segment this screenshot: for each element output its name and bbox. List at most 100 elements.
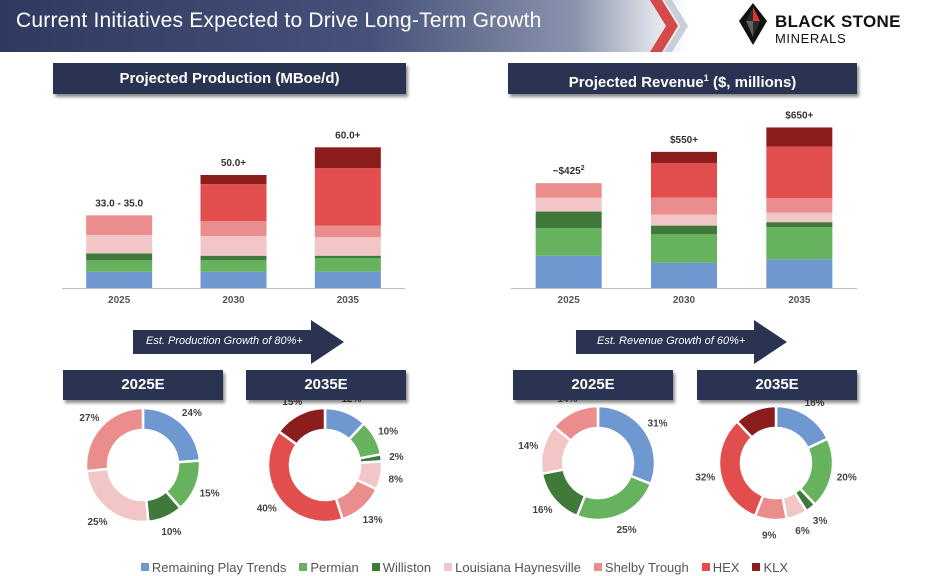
donut-slice-label: 13%	[363, 515, 383, 526]
bar-segment-klx-2030	[651, 151, 717, 163]
legend-item-klx: KLX	[752, 558, 788, 576]
legend: Remaining Play Trends Permian Williston …	[0, 558, 929, 576]
donut-slice-hex	[266, 429, 345, 524]
production-chart-title: Projected Production (MBoe/d)	[53, 63, 406, 94]
bar-segment-hex-2035	[314, 168, 381, 226]
bar-segment-shelby-2030	[200, 221, 267, 237]
revenue-2025-donut-chart: 31%25%16%14%14%	[518, 394, 667, 536]
legend-label: Louisiana Haynesville	[455, 559, 581, 575]
chevron-decoration-icon	[650, 0, 688, 52]
bar-segment-remaining-2035	[314, 271, 381, 288]
donut-slice-label: 32%	[695, 472, 715, 483]
legend-label: HEX	[712, 559, 740, 575]
footnote-marker: 2	[581, 165, 585, 172]
x-tick-label: 2035	[788, 295, 811, 306]
black-stone-logo-icon	[739, 3, 767, 45]
legend-item-williston: Williston	[371, 558, 431, 576]
production-2025-donut-chart: 24% 15% 10% 25% 27%	[79, 406, 220, 538]
donut-slice-label: 10%	[161, 527, 181, 538]
donut-slice-label: 18%	[805, 398, 825, 409]
bar-segment-shelby-2025	[86, 215, 153, 235]
x-tick-label: 2035	[337, 295, 360, 306]
logo-line-1: BLACK STONE	[775, 12, 901, 31]
bar-segment-williston-2025	[86, 253, 153, 261]
production-2035-donut-chart: 12%10%2%8%13%40%15%	[257, 394, 404, 526]
legend-swatch	[371, 563, 380, 571]
revenue-title-suffix: ($, millions)	[708, 74, 797, 91]
bar-segment-haynesville-2025	[535, 197, 602, 212]
donut-slice-label: 14%	[518, 441, 538, 452]
bar-segment-remaining-2030	[651, 262, 717, 288]
revenue-2035-pie-title: 2035E	[697, 370, 857, 400]
bar-segment-hex-2030	[200, 184, 267, 222]
legend-item-remaining: Remaining Play Trends	[140, 558, 287, 576]
legend-item-hex: HEX	[701, 558, 740, 576]
legend-label: Permian	[310, 559, 359, 575]
legend-label: Remaining Play Trends	[151, 559, 287, 575]
donut-slice-haynesville	[84, 467, 150, 524]
production-2025-pie-title: 2025E	[63, 370, 223, 400]
bar-total-label: 50.0+	[221, 158, 246, 169]
bar-total-label: 33.0 - 35.0	[95, 198, 143, 209]
revenue-growth-arrow-icon	[576, 320, 787, 364]
legend-item-haynesville: Louisiana Haynesville	[444, 558, 581, 576]
bar-segment-permian-2030	[200, 260, 267, 272]
donut-slice-shelby	[84, 406, 145, 473]
bar-segment-remaining-2035	[766, 259, 833, 288]
bar-segment-remaining-2030	[200, 271, 267, 288]
production-title-text: Projected Production (MBoe/d)	[119, 70, 340, 87]
bar-segment-permian-2035	[314, 258, 381, 272]
donut-slice-label: 3%	[813, 516, 828, 527]
bar-segment-klx-2030	[200, 174, 267, 185]
production-growth-arrow-icon	[133, 320, 344, 364]
x-tick-label: 2030	[673, 295, 696, 306]
bar-segment-shelby-2025	[535, 183, 602, 198]
bar-segment-haynesville-2035	[766, 212, 833, 223]
x-tick-label: 2025	[108, 295, 131, 306]
bar-segment-haynesville-2030	[200, 236, 267, 256]
donut-slice-klx	[277, 406, 327, 447]
legend-swatch	[299, 563, 308, 571]
bar-segment-williston-2030	[651, 225, 717, 234]
company-logo-text: BLACK STONE MINERALS	[775, 13, 901, 45]
bar-segment-hex-2030	[651, 162, 717, 198]
page-title: Current Initiatives Expected to Drive Lo…	[16, 9, 542, 32]
revenue-title-footnote: 1	[703, 73, 709, 83]
title-bar: Current Initiatives Expected to Drive Lo…	[0, 0, 929, 52]
donut-slice-label: 27%	[79, 413, 99, 424]
donut-slice-label: 10%	[378, 426, 398, 437]
bar-segment-williston-2025	[535, 211, 602, 229]
legend-item-permian: Permian	[299, 558, 359, 576]
donut-slice-label: 15%	[282, 397, 302, 408]
bar-segment-haynesville-2025	[86, 234, 153, 254]
bar-segment-shelby-2030	[651, 197, 717, 215]
donut-slice-hex	[717, 419, 765, 518]
logo-line-2: MINERALS	[775, 31, 847, 46]
revenue-bar-chart: 2025 ~$4252 2030 $550+ 2035 $650+	[511, 110, 857, 306]
bar-segment-remaining-2025	[535, 255, 602, 288]
donut-slice-label: 9%	[762, 531, 777, 542]
donut-slice-permian	[575, 474, 653, 522]
donut-slice-label: 31%	[648, 419, 668, 430]
bar-segment-permian-2025	[535, 228, 602, 256]
bar-segment-permian-2035	[766, 227, 833, 260]
legend-label: Shelby Trough	[604, 559, 689, 575]
bar-segment-klx-2035	[314, 147, 381, 169]
legend-item-shelby: Shelby Trough	[593, 558, 689, 576]
bar-segment-williston-2035	[766, 222, 833, 228]
bar-total-label: $550+	[670, 135, 698, 146]
legend-label: KLX	[763, 559, 789, 575]
bar-segment-shelby-2035	[766, 197, 833, 213]
donut-slice-shelby	[552, 404, 600, 443]
donut-slice-label: 8%	[388, 474, 403, 485]
bar-segment-williston-2030	[200, 255, 267, 261]
x-tick-label: 2025	[558, 295, 581, 306]
revenue-chart-title: Projected Revenue1 ($, millions)	[508, 63, 857, 94]
legend-swatch	[593, 563, 602, 571]
donut-slice-label: 2%	[389, 452, 404, 463]
donut-slice-remaining	[596, 404, 657, 486]
legend-swatch	[444, 563, 453, 571]
bar-segment-hex-2035	[766, 146, 833, 198]
production-bar-chart: 2025 33.0 - 35.0 2030 50.0+ 2035 60.0+	[62, 130, 405, 306]
